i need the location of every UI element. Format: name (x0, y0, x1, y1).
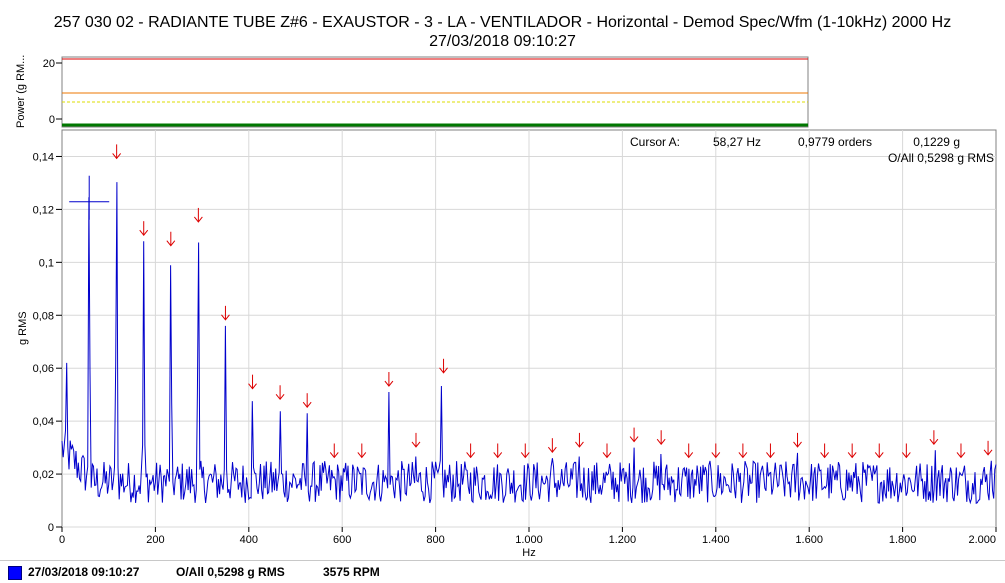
fault-marker-arrow (193, 207, 203, 223)
fault-marker-arrow (221, 305, 230, 321)
y-tick-label: 0,1 (39, 257, 54, 269)
fault-marker-arrow (411, 432, 421, 448)
fault-marker-arrow (684, 443, 694, 459)
fault-marker-arrow (466, 443, 476, 459)
fault-marker-arrow (248, 374, 257, 390)
fault-marker-arrow (738, 443, 748, 459)
y-tick-label: 0,02 (33, 469, 54, 481)
y-axis-label: g RMS (17, 311, 29, 345)
x-tick-label: 1.800 (889, 534, 917, 546)
x-tick-label: 2.000 (968, 534, 996, 546)
x-tick-label: 800 (426, 534, 444, 546)
fault-marker-arrow (793, 432, 802, 448)
fault-marker-arrow (820, 443, 830, 459)
fault-marker-arrow (166, 231, 176, 247)
fault-frequency-markers (112, 144, 993, 459)
fault-marker-arrow (983, 440, 993, 456)
cursor-label: Cursor A: (630, 135, 680, 149)
footer-date: 27/03/2018 09:10:27 (28, 565, 140, 579)
fault-marker-arrow (384, 372, 394, 387)
fault-marker-arrow (575, 432, 584, 448)
power-ytick-top: 20 (43, 58, 55, 70)
power-ytick-bottom: 0 (49, 114, 55, 126)
cursor-orders: 0,9779 orders (798, 135, 872, 149)
x-tick-label: 1.400 (702, 534, 730, 546)
fault-marker-arrow (439, 358, 448, 374)
y-tick-label: 0 (48, 522, 54, 534)
overall-value: O/All 0,5298 g RMS (888, 151, 994, 165)
fault-marker-arrow (874, 443, 884, 459)
chart-subtitle-date: 27/03/2018 09:10:27 (429, 33, 576, 50)
x-tick-label: 1.200 (609, 534, 637, 546)
y-tick-label: 0,14 (33, 151, 54, 163)
y-tick-label: 0,06 (33, 363, 54, 375)
x-axis-label: Hz (522, 547, 535, 559)
x-tick-label: 600 (333, 534, 351, 546)
fault-marker-arrow (602, 443, 612, 459)
cursor-frequency: 58,27 Hz (713, 135, 761, 149)
fault-marker-arrow (656, 430, 666, 446)
x-tick-label: 400 (240, 534, 258, 546)
fault-marker-arrow (847, 443, 857, 459)
chart-title: 257 030 02 - RADIANTE TUBE Z#6 - EXAUSTO… (53, 14, 952, 31)
footer-rpm: 3575 RPM (323, 565, 380, 579)
fault-marker-arrow (139, 221, 149, 236)
fault-marker-arrow (629, 427, 639, 443)
x-tick-label: 1.000 (515, 534, 543, 546)
y-tick-label: 0,04 (33, 416, 54, 428)
y-axis: 0 0,02 0,04 0,06 0,08 0,1 0,12 0,14 (33, 151, 62, 534)
cursor-amplitude: 0,1229 g (913, 135, 960, 149)
fault-marker-arrow (493, 443, 503, 459)
spectrum-trace (61, 182, 997, 505)
y-tick-label: 0,12 (33, 204, 54, 216)
power-panel: 20 0 Power (g RM... (15, 55, 809, 128)
trace-color-swatch (8, 566, 22, 580)
power-ylabel: Power (g RM... (15, 55, 27, 128)
fault-marker-arrow (302, 393, 312, 408)
fault-marker-arrow (275, 385, 285, 401)
fault-marker-arrow (357, 443, 367, 459)
fault-marker-arrow (329, 443, 339, 459)
fault-marker-arrow (112, 144, 122, 160)
fault-marker-arrow (956, 443, 966, 459)
x-tick-label: 1.600 (795, 534, 823, 546)
y-tick-label: 0,08 (33, 310, 54, 322)
fault-marker-arrow (520, 443, 530, 459)
status-footer: 27/03/2018 09:10:27 O/All 0,5298 g RMS 3… (0, 560, 1005, 583)
fault-marker-arrow (901, 443, 911, 459)
cursor-a-crosshair[interactable] (69, 175, 110, 220)
spectrum-chart[interactable]: 20 0 Power (g RM... 0 0,02 0,04 0,06 0,08 0,1… (0, 0, 1005, 560)
fault-marker-arrow (711, 443, 721, 459)
power-plot-frame (61, 56, 809, 128)
fault-marker-arrow (766, 443, 775, 459)
x-tick-label: 200 (146, 534, 164, 546)
fault-marker-arrow (547, 438, 557, 453)
fault-marker-arrow (929, 430, 939, 446)
x-axis: 0 200 400 600 800 1.000 1.200 1.400 1.600 1.800 2.… (59, 527, 997, 546)
x-tick-label: 0 (59, 534, 65, 546)
footer-overall: O/All 0,5298 g RMS (176, 565, 285, 579)
